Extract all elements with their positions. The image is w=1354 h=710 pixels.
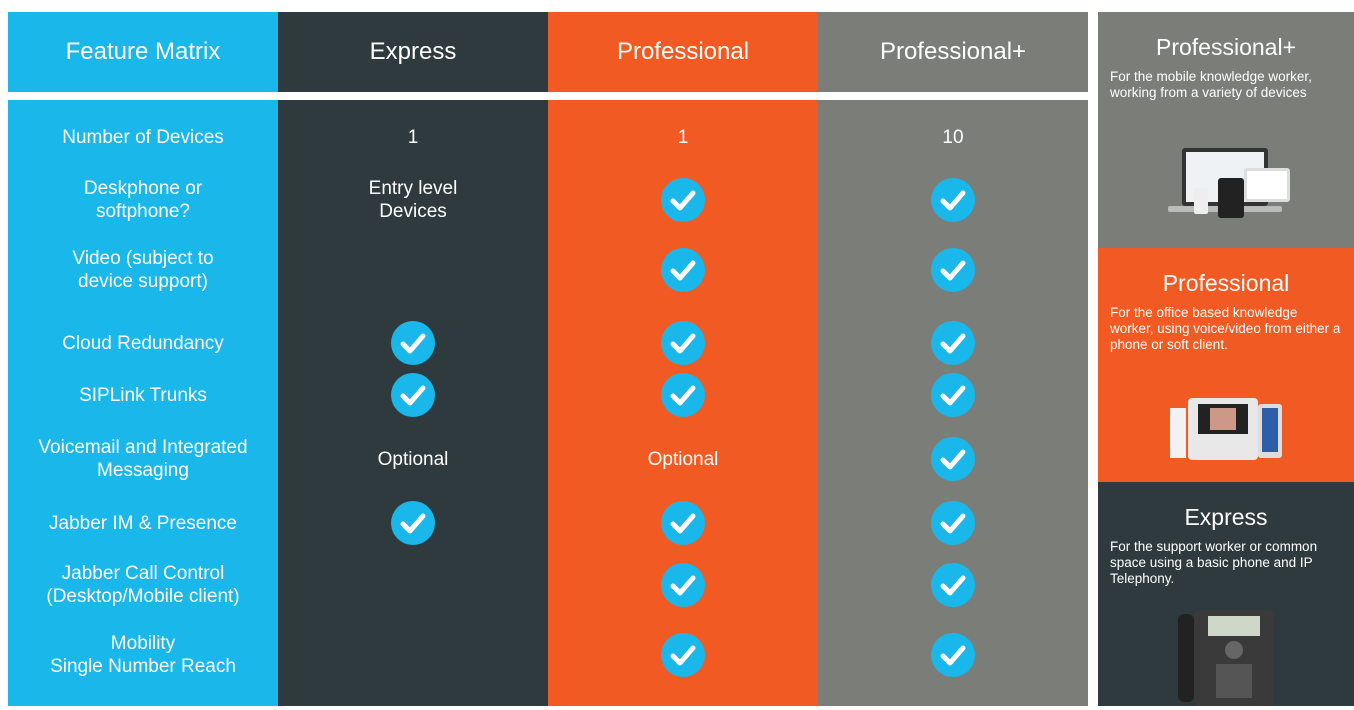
check-icon [548,625,818,685]
check [661,373,705,417]
check [661,321,705,365]
check [661,563,705,607]
cell-text: Optional [647,448,719,470]
feature-label: Video (subject to device support) [72,248,214,292]
check [931,321,975,365]
check-icon [278,365,548,425]
check [661,178,705,222]
feature-label: SIPLink Trunks [79,384,207,406]
check-icon [548,555,818,615]
check-icon [818,313,1088,373]
divider [8,92,1088,100]
check [931,437,975,481]
feature-label: Voicemail and Integrated Messaging [38,437,248,481]
check [661,501,705,545]
check-icon [818,493,1088,553]
devices-image [1168,148,1290,218]
card-title: Professional+ [1156,34,1296,60]
check [931,248,975,292]
cell-text: 10 [942,126,964,148]
check-icon [278,313,548,373]
check [931,633,975,677]
cell-text: 1 [677,126,689,148]
check-icon [548,493,818,553]
check [931,563,975,607]
card: Express For the support worker or common… [1098,482,1354,706]
feature-label: Number of Devices [62,126,224,148]
check-icon [548,365,818,425]
cell-text: 1 [407,126,419,148]
check [931,501,975,545]
column-header: Professional [616,38,750,65]
check-icon [548,170,818,230]
check-icon [278,493,548,553]
feature-label: Mobility Single Number Reach [50,633,236,677]
feature-label: Cloud Redundancy [62,332,224,354]
check [391,501,435,545]
cell-text: Entry level Devices [368,178,458,222]
check-icon [548,313,818,373]
card: Professional For the office based knowle… [1098,248,1354,482]
feature-label: Jabber Call Control (Desktop/Mobile clie… [46,563,240,607]
card-title: Express [1184,504,1268,530]
check-icon [818,240,1088,300]
card-description: For the mobile knowledge worker, working… [1110,69,1312,100]
phone-image [1170,398,1282,460]
check [931,373,975,417]
check [661,248,705,292]
column-header: Feature Matrix [65,38,221,65]
feature-column [8,12,278,706]
feature-label: Deskphone or softphone? [83,178,203,222]
check-icon [818,625,1088,685]
card-description: For the support worker or common space u… [1110,539,1318,586]
check [391,373,435,417]
check-icon [818,365,1088,425]
feature-label: Jabber IM & Presence [49,512,237,534]
phone-image [1178,610,1274,706]
check-icon [818,555,1088,615]
check [931,178,975,222]
card: Professional+ For the mobile knowledge w… [1098,12,1354,248]
check-icon [548,240,818,300]
card-title: Professional [1162,270,1290,296]
column-header: Express [369,38,457,65]
check [661,633,705,677]
check-icon [818,429,1088,489]
card-description: For the office based knowledge worker, u… [1110,305,1341,352]
check-icon [818,170,1088,230]
check [391,321,435,365]
column-header: Professional+ [879,38,1027,65]
cell-text: Optional [377,448,449,470]
